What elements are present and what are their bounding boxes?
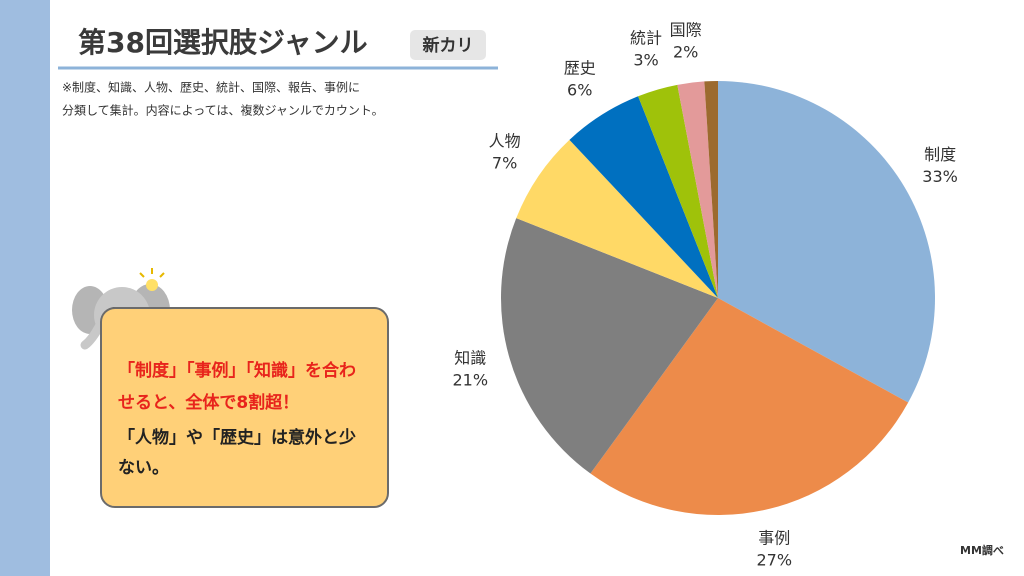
title: 第38回選択肢ジャンル: [78, 26, 368, 59]
slice-label: 歴史: [564, 59, 596, 78]
pie-slice: [718, 81, 936, 403]
slice-value: 21%: [452, 370, 488, 389]
slice-value: 7%: [492, 153, 517, 172]
callout-black: 「人物」や「歴史」は意外と少: [118, 427, 356, 448]
callout-red: せると、全体で8割超！: [118, 392, 299, 413]
tag-box: [410, 30, 486, 60]
pie-chart: 制度 33% 事例 27% 知識 21% 人物 7% 歴史 6% 統計 3% 国際 2%: [452, 21, 957, 570]
callout-black: ない。: [118, 458, 169, 478]
pie-slice: [569, 96, 718, 299]
slice-label: 人物: [489, 131, 521, 150]
pie-slice: [501, 218, 718, 474]
source: MM調べ: [960, 543, 1004, 557]
slice-label: 知識: [454, 348, 486, 367]
slice-value: 6%: [567, 81, 592, 100]
note-line: ※制度、知識、人物、歴史、統計、国際、報告、事例に: [62, 80, 360, 95]
slice-label: 統計: [630, 29, 662, 48]
pie-slice: [704, 81, 718, 298]
pie-slice: [590, 298, 909, 515]
pie-slice: [677, 81, 718, 299]
slice-label: 制度: [924, 145, 956, 164]
pie-slice: [516, 139, 718, 298]
slice-label: 国際: [670, 21, 702, 40]
slice-value: 3%: [633, 51, 658, 70]
slice-value: 27%: [756, 550, 792, 569]
slice-value: 2%: [673, 43, 698, 62]
pie-slice: [638, 84, 718, 299]
slice-label: 事例: [758, 528, 790, 547]
callout-red: 「制度」「事例」「知識」を合わ: [118, 360, 356, 381]
slice-value: 33%: [922, 167, 958, 186]
side-bar: [0, 0, 50, 576]
tag: 新カリ: [423, 35, 474, 56]
callout-box: [100, 307, 389, 508]
note-line: 分類して集計。内容によっては、複数ジャンルでカウント。: [62, 103, 384, 118]
